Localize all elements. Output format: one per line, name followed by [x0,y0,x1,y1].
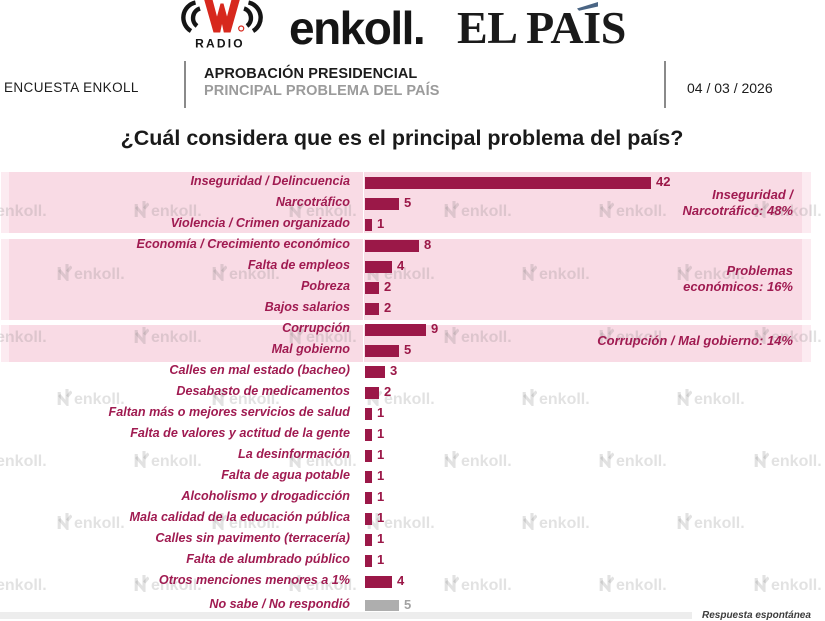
svg-text:RADIO: RADIO [195,37,245,51]
